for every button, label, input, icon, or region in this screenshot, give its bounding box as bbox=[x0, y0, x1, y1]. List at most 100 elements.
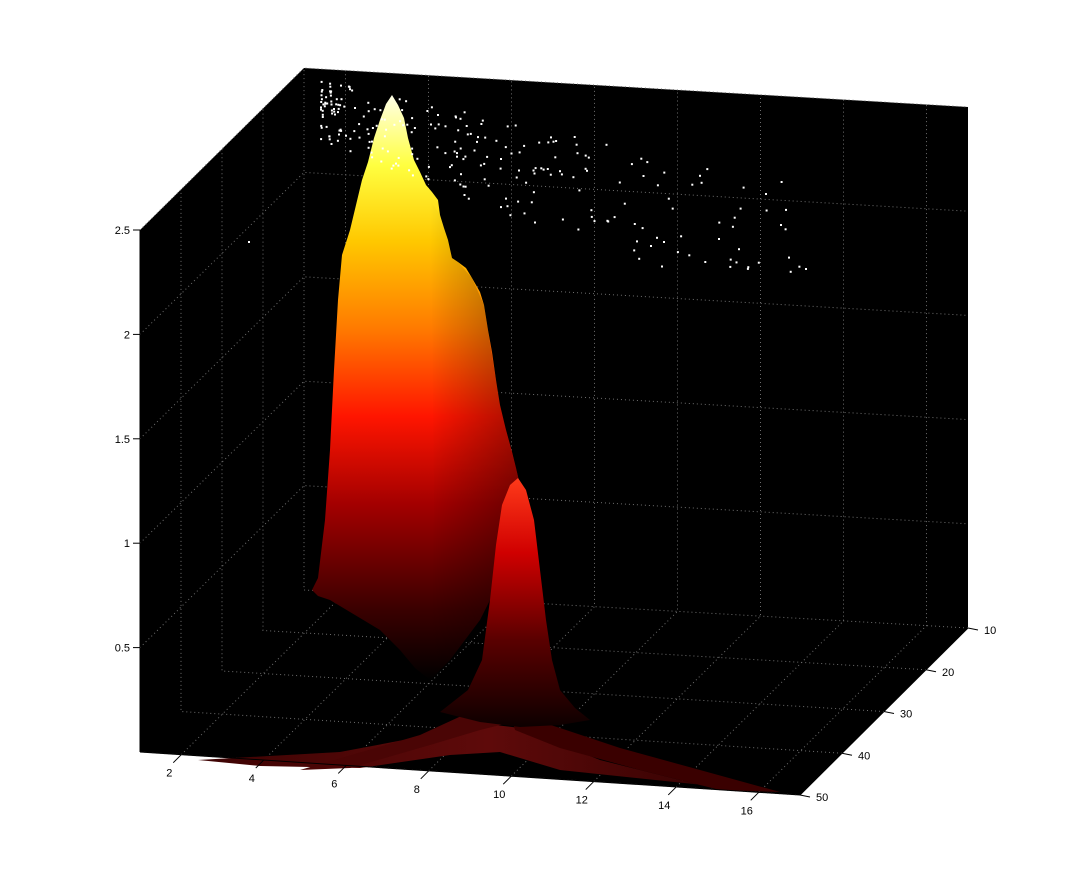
scatter-point bbox=[330, 100, 333, 103]
y-tick-label: 40 bbox=[858, 750, 870, 762]
scatter-point bbox=[780, 224, 782, 226]
scatter-point bbox=[329, 94, 332, 97]
surface-secondary-peak bbox=[440, 478, 590, 727]
scatter-point bbox=[735, 261, 738, 264]
scatter-point bbox=[688, 254, 691, 257]
scatter-point bbox=[367, 101, 370, 104]
scatter-point bbox=[546, 168, 549, 170]
scatter-point bbox=[459, 117, 462, 120]
scatter-point bbox=[746, 267, 749, 270]
scatter-point bbox=[248, 241, 250, 243]
scatter-point bbox=[642, 175, 645, 177]
scatter-point bbox=[523, 144, 526, 147]
scatter-point bbox=[676, 251, 679, 254]
scatter-point bbox=[333, 110, 336, 113]
x-tick-label: 14 bbox=[658, 800, 670, 812]
scatter-point bbox=[554, 156, 557, 159]
scatter-point bbox=[383, 135, 386, 138]
scatter-point bbox=[540, 167, 543, 170]
scatter-point bbox=[464, 185, 467, 188]
scatter-point bbox=[646, 161, 649, 164]
grid-line-z bbox=[139, 171, 969, 335]
x-tick-mark bbox=[337, 765, 347, 774]
scatter-point bbox=[630, 163, 633, 166]
scatter-point bbox=[349, 88, 351, 91]
grid-line-z bbox=[139, 380, 969, 544]
scatter-point bbox=[586, 169, 588, 172]
scatter-point bbox=[731, 225, 734, 228]
scatter-points bbox=[248, 80, 807, 273]
scatter-point bbox=[532, 191, 535, 194]
scatter-point bbox=[338, 133, 340, 136]
x-tick-mark bbox=[585, 781, 595, 790]
scatter-point bbox=[459, 147, 462, 150]
scatter-point bbox=[427, 178, 430, 181]
x-tick-label: 2 bbox=[166, 768, 172, 780]
scatter-point bbox=[402, 124, 405, 127]
scatter-point bbox=[320, 108, 322, 111]
scatter-point bbox=[321, 113, 324, 116]
scatter-point bbox=[559, 170, 561, 173]
grid-line-z bbox=[139, 276, 969, 440]
scatter-point bbox=[747, 266, 750, 269]
scatter-point bbox=[757, 261, 760, 264]
scatter-point bbox=[366, 128, 369, 131]
scatter-point bbox=[338, 129, 341, 132]
scatter-point bbox=[542, 168, 545, 171]
scatter-point bbox=[467, 197, 470, 200]
scatter-point bbox=[358, 136, 361, 139]
scatter-point bbox=[367, 146, 370, 149]
scatter-point bbox=[487, 184, 490, 187]
scatter-point bbox=[401, 109, 404, 112]
y-tick-mark bbox=[799, 794, 811, 798]
scatter-point bbox=[593, 220, 596, 223]
surface-base bbox=[198, 722, 780, 793]
scatter-point bbox=[517, 200, 520, 203]
scatter-point bbox=[320, 138, 323, 141]
scatter-point bbox=[606, 219, 609, 222]
scatter-point bbox=[375, 124, 378, 127]
z-tick-label: 2.5 bbox=[115, 225, 130, 237]
scatter-point bbox=[483, 178, 486, 181]
x-tick-label: 8 bbox=[414, 784, 420, 796]
scatter-point bbox=[805, 268, 807, 270]
scatter-point bbox=[457, 129, 460, 132]
scatter-point bbox=[510, 152, 513, 155]
y-tick-mark bbox=[925, 669, 937, 673]
scatter-point bbox=[328, 135, 331, 138]
scatter-point bbox=[505, 197, 507, 200]
scatter-point bbox=[480, 123, 483, 125]
scatter-point bbox=[397, 156, 400, 159]
scatter-point bbox=[337, 103, 340, 106]
scatter-point bbox=[500, 206, 502, 209]
scatter-point bbox=[453, 150, 456, 153]
scatter-point bbox=[340, 84, 342, 87]
scatter-point bbox=[576, 152, 579, 155]
scatter-point bbox=[477, 136, 479, 139]
scatter-point bbox=[788, 256, 790, 259]
scatter-point bbox=[325, 125, 328, 128]
x-tick-mark bbox=[255, 759, 265, 769]
scatter-point bbox=[339, 104, 342, 107]
scatter-point bbox=[656, 184, 659, 187]
scatter-point bbox=[463, 194, 466, 196]
scatter-point bbox=[437, 114, 439, 116]
scatter-point bbox=[430, 106, 433, 109]
scatter-point bbox=[532, 169, 535, 172]
scatter-point bbox=[320, 126, 323, 129]
scatter-point bbox=[320, 94, 323, 97]
scatter-point bbox=[650, 245, 652, 247]
scatter-point bbox=[525, 181, 528, 184]
scatter-point bbox=[509, 214, 512, 217]
scatter-point bbox=[326, 102, 329, 105]
scatter-point bbox=[636, 240, 638, 243]
scatter-point bbox=[729, 258, 732, 261]
x-tick-mark bbox=[420, 770, 430, 780]
scatter-point bbox=[408, 169, 411, 172]
y-tick-label: 30 bbox=[900, 709, 912, 721]
scatter-point bbox=[633, 249, 636, 252]
x-tick-label: 6 bbox=[331, 778, 337, 790]
scatter-point bbox=[320, 80, 323, 83]
scatter-point bbox=[444, 125, 447, 128]
scatter-point bbox=[436, 146, 439, 149]
